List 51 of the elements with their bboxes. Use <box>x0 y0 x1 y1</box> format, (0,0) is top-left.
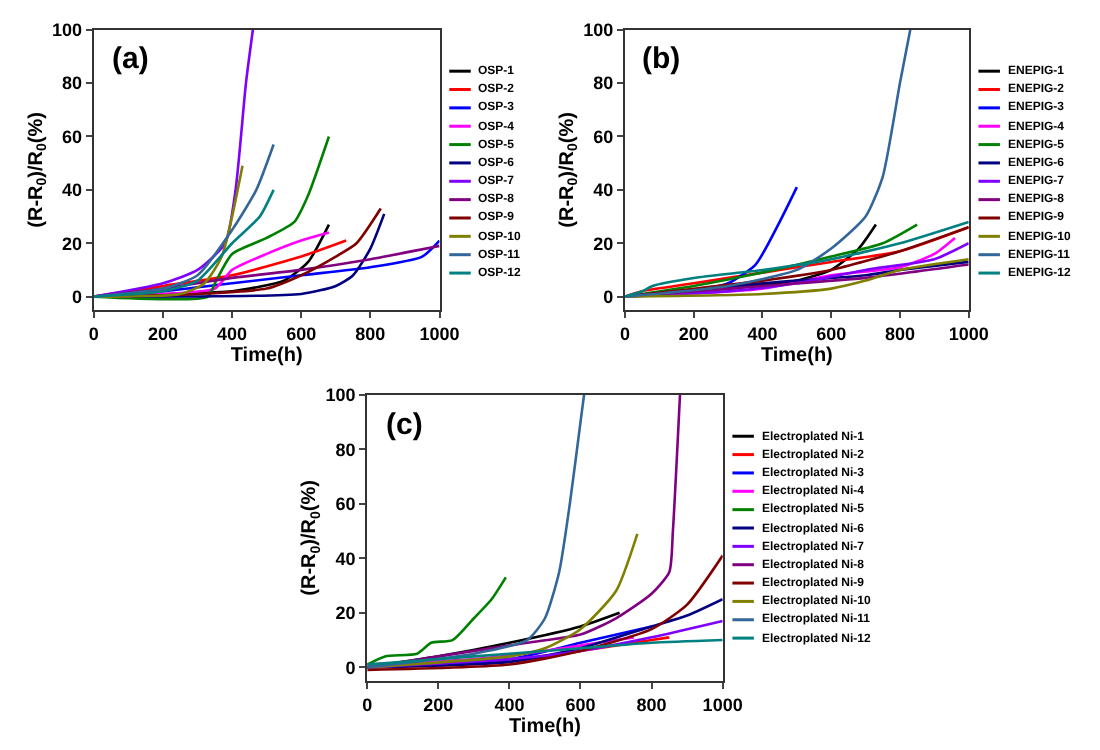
x-tick-label: 1000 <box>702 694 743 715</box>
x-tick-label: 0 <box>88 323 99 344</box>
x-axis-title: Time(h) <box>760 344 833 367</box>
x-tick-label: 400 <box>747 323 778 344</box>
y-tick-label: 40 <box>335 548 356 569</box>
y-tick-label: 80 <box>593 73 614 94</box>
y-tick-label: 0 <box>603 286 614 307</box>
y-tick-label: 60 <box>593 126 614 147</box>
y-tick-label: 100 <box>583 20 614 41</box>
y-tick-label: 0 <box>345 657 356 678</box>
y-tick-label: 20 <box>593 233 614 254</box>
x-tick-label: 600 <box>286 323 317 344</box>
x-tick-label: 400 <box>217 323 248 344</box>
x-axis-title: Time(h) <box>509 715 581 738</box>
y-tick-label: 100 <box>52 20 83 41</box>
y-tick-label: 80 <box>335 439 356 460</box>
line-series <box>367 554 723 672</box>
y-tick-label: 40 <box>593 180 614 201</box>
annotation: (c) <box>386 408 423 442</box>
y-tick-label: 60 <box>335 494 356 515</box>
line-series <box>367 576 508 666</box>
x-tick-label: 200 <box>423 694 454 715</box>
x-axis-title: Time(h) <box>230 344 303 367</box>
y-tick-label: 60 <box>62 126 83 147</box>
x-tick-label: 0 <box>362 694 373 715</box>
x-tick-label: 600 <box>816 323 847 344</box>
x-tick-label: 1000 <box>948 323 989 344</box>
x-tick-label: 800 <box>884 323 915 344</box>
x-tick-label: 1000 <box>419 323 460 344</box>
line-series <box>625 29 912 298</box>
x-tick-label: 200 <box>678 323 709 344</box>
line-series <box>367 394 586 669</box>
line-series <box>367 638 723 666</box>
annotation: (a) <box>112 42 149 76</box>
y-tick-label: 0 <box>72 286 83 307</box>
annotation: (b) <box>642 42 681 76</box>
x-tick-label: 800 <box>355 323 386 344</box>
line-series <box>367 597 723 669</box>
x-tick-label: 400 <box>494 694 525 715</box>
y-tick-label: 80 <box>62 73 83 94</box>
x-tick-label: 800 <box>636 694 667 715</box>
x-tick-label: 200 <box>147 323 179 344</box>
x-tick-label: 600 <box>565 694 596 715</box>
line-series <box>93 188 275 298</box>
y-tick-label: 40 <box>62 180 83 201</box>
y-tick-label: 20 <box>62 233 83 254</box>
y-tick-label: 20 <box>335 603 356 624</box>
y-tick-label: 100 <box>325 385 356 406</box>
x-tick-label: 0 <box>620 323 631 344</box>
line-series <box>93 29 255 298</box>
line-series <box>367 532 639 669</box>
